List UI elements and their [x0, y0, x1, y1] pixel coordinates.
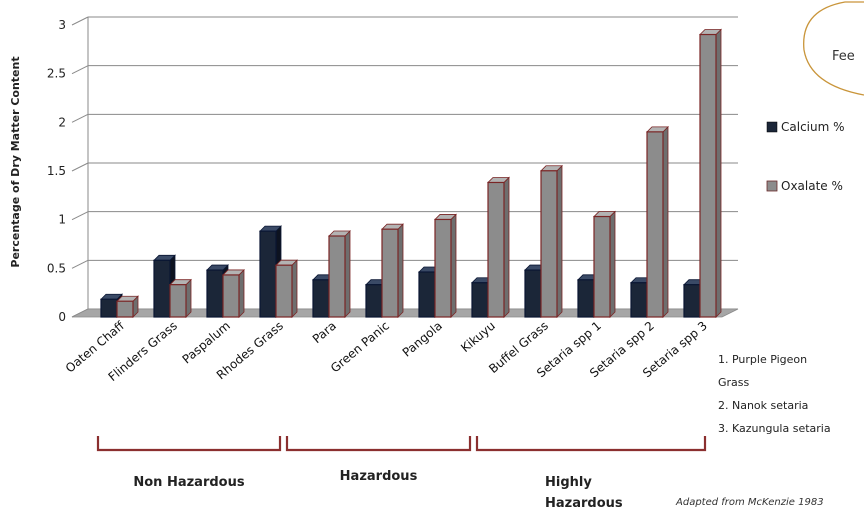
group-label: Hazardous	[340, 469, 418, 484]
footnotes: 1. Purple Pigeon Grass 2. Nanok setaria …	[718, 353, 831, 435]
gridline-slant	[71, 16, 89, 26]
gridline-slant	[71, 162, 89, 172]
y-tick-label: 1.5	[47, 164, 66, 178]
callout-text: Fee	[832, 49, 855, 64]
bar-oxalate	[116, 295, 139, 318]
y-axis-ticks: 0 0.5 1 1.5 2 2.5 3	[47, 18, 66, 324]
bar-oxalate	[699, 28, 722, 318]
category-label: Pangola	[400, 319, 445, 360]
category-label: Green Panic	[328, 319, 392, 376]
y-axis-label: Percentage of Dry Matter Content	[9, 56, 22, 267]
group-label: Hazardous	[545, 496, 623, 511]
hazard-group: Non Hazardous	[96, 436, 282, 490]
bar-oxalate	[646, 125, 669, 318]
gridline-slant	[71, 211, 89, 221]
category-label: Para	[310, 319, 339, 347]
bar-oxalate	[434, 213, 457, 318]
legend-swatch-calcium	[766, 121, 778, 133]
y-tick-label: 0	[58, 310, 66, 324]
callout-bubble: Fee	[803, 1, 864, 96]
footnote-2: Grass	[718, 376, 750, 389]
y-tick-label: 3	[58, 18, 66, 32]
gridline-slant	[71, 259, 89, 269]
legend: Calcium % Oxalate %	[766, 120, 845, 193]
bars	[100, 28, 722, 318]
hazard-groups: Non Hazardous Hazardous Highly Hazardous	[96, 436, 707, 511]
bar-oxalate	[328, 230, 351, 318]
legend-swatch-oxalate	[766, 180, 778, 192]
y-tick-label: 2	[58, 115, 66, 129]
bar-oxalate	[540, 164, 563, 318]
category-label: Kikuyu	[458, 319, 498, 356]
group-label: Highly	[545, 475, 592, 490]
legend-label-calcium: Calcium %	[781, 120, 845, 134]
bar-oxalate	[169, 278, 192, 318]
y-tick-label: 1	[58, 213, 66, 227]
footnote-3: 2. Nanok setaria	[718, 399, 808, 412]
bar-oxalate	[593, 210, 616, 318]
callout-bubble-shape	[803, 1, 864, 96]
y-tick-label: 2.5	[47, 67, 66, 81]
footnote-1: 1. Purple Pigeon	[718, 353, 807, 366]
group-bracket	[96, 436, 282, 452]
bar-oxalate	[487, 176, 510, 318]
bar-oxalate	[381, 223, 404, 318]
bar-oxalate	[222, 268, 245, 318]
hazard-group: Hazardous	[285, 436, 472, 484]
y-tick-label: 0.5	[47, 261, 66, 275]
group-bracket	[475, 436, 707, 452]
legend-label-oxalate: Oxalate %	[781, 179, 843, 193]
group-bracket	[285, 436, 472, 452]
group-label: Non Hazardous	[133, 475, 244, 490]
category-label: Paspalum	[180, 319, 233, 367]
gridline-slant	[71, 113, 89, 123]
bar-oxalate	[275, 259, 298, 318]
gridline-slant	[71, 65, 89, 75]
footnote-4: 3. Kazungula setaria	[718, 422, 831, 435]
hazard-group: Highly Hazardous	[475, 436, 707, 511]
source-credit: Adapted from McKenzie 1983	[675, 497, 824, 508]
